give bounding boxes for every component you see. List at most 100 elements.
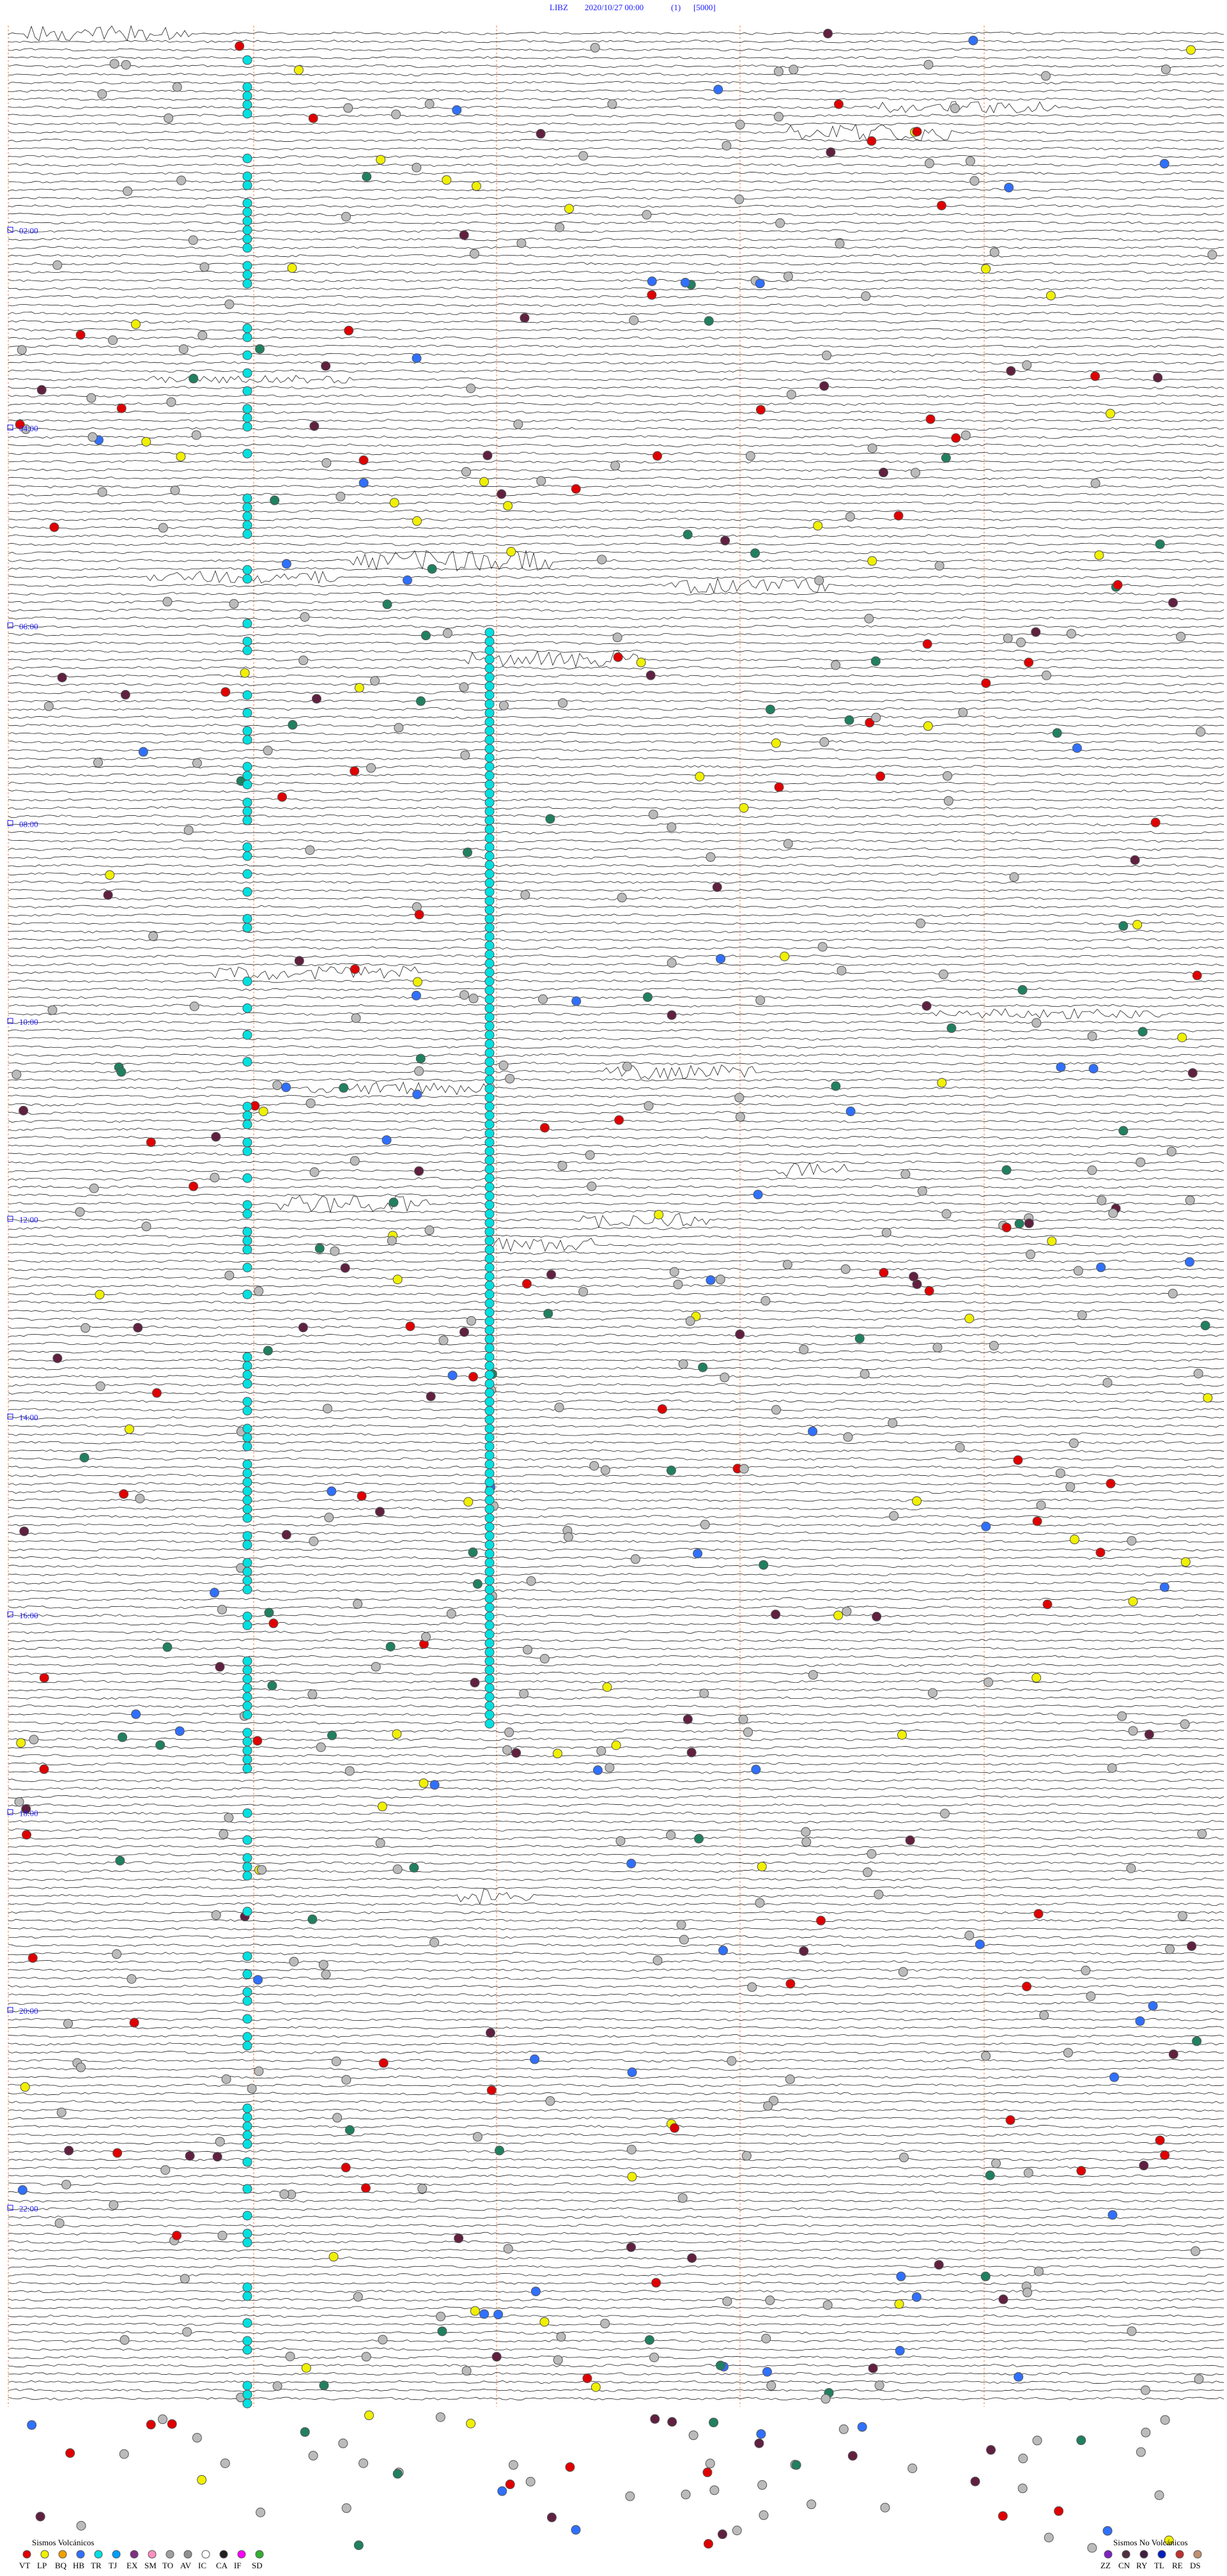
event — [553, 2355, 563, 2365]
event — [822, 29, 833, 39]
event — [1203, 1393, 1213, 1403]
event — [322, 1404, 332, 1414]
trace — [8, 1523, 1224, 1527]
event — [720, 535, 730, 546]
trace — [8, 987, 1224, 992]
event — [438, 1335, 449, 1346]
event — [412, 353, 422, 364]
event — [753, 1190, 763, 1200]
event — [484, 690, 495, 700]
trace — [8, 97, 1224, 101]
event — [305, 845, 315, 855]
event — [1069, 1438, 1079, 1448]
event — [472, 2132, 482, 2142]
event — [112, 2148, 123, 2158]
event — [484, 905, 495, 915]
event — [484, 735, 495, 745]
event — [1036, 1500, 1046, 1510]
trace — [8, 592, 1224, 596]
trace — [8, 188, 1224, 192]
trace — [8, 229, 1224, 233]
event — [1135, 2016, 1145, 2026]
event — [1069, 1535, 1079, 1545]
event — [321, 361, 331, 371]
event — [242, 55, 252, 65]
legend-code: HB — [73, 2561, 84, 2570]
event — [242, 1674, 252, 1684]
event — [484, 878, 495, 888]
trace — [8, 921, 1224, 925]
event — [592, 1765, 603, 1775]
event — [257, 1865, 267, 1875]
event — [1096, 1262, 1106, 1273]
trace — [8, 756, 1224, 760]
event — [242, 413, 252, 423]
event — [1128, 1726, 1138, 1736]
trace — [8, 476, 1224, 480]
event — [484, 1683, 495, 1693]
event — [242, 1754, 252, 1765]
event — [917, 1186, 927, 1196]
event — [412, 1089, 422, 1100]
legend-code: CA — [216, 2561, 228, 2570]
event — [985, 2170, 995, 2181]
event — [374, 1506, 385, 1517]
event — [484, 1200, 495, 1210]
event — [546, 2512, 557, 2522]
hour-label: 16:00 — [19, 1611, 38, 1620]
event — [899, 2152, 909, 2163]
legend-code: DS — [1190, 2561, 1201, 2570]
event — [308, 113, 318, 123]
event — [941, 1209, 952, 1219]
event — [808, 1426, 818, 1436]
trace — [8, 1646, 1224, 1651]
trace — [8, 839, 1224, 843]
trace — [8, 254, 1224, 258]
trace — [8, 954, 1224, 958]
event — [648, 809, 658, 820]
event — [1159, 1582, 1169, 1592]
event — [471, 181, 481, 191]
legend-swatch — [1122, 2550, 1131, 2559]
event — [242, 770, 252, 781]
event — [484, 1361, 495, 1371]
event — [837, 965, 847, 976]
event — [1032, 1516, 1042, 1526]
event — [1097, 1195, 1107, 1206]
event — [81, 1323, 91, 1333]
event — [590, 2382, 601, 2392]
event — [359, 455, 369, 465]
event — [120, 689, 130, 700]
event — [916, 918, 926, 928]
trace — [8, 1061, 1224, 1066]
event — [989, 247, 999, 257]
event — [981, 678, 991, 688]
event — [1136, 2447, 1146, 2457]
event — [123, 186, 133, 196]
event — [336, 491, 346, 502]
event — [211, 1131, 221, 1142]
event — [167, 2419, 177, 2429]
overlays: 02:00 04:00 06:00 08:00 10:00 12:00 14:00 16:00… — [7, 29, 1217, 2570]
event — [484, 1611, 495, 1621]
trace — [8, 2207, 1224, 2211]
hour-label: 06:00 — [19, 622, 38, 631]
event — [371, 1662, 381, 1672]
event — [860, 1369, 870, 1379]
event — [1154, 2490, 1164, 2501]
event — [224, 1270, 235, 1280]
event — [437, 2326, 447, 2336]
trace — [8, 427, 1224, 431]
trace — [8, 1902, 1224, 1906]
event — [421, 1632, 431, 1642]
event — [339, 1083, 349, 1093]
event — [359, 478, 369, 488]
event — [484, 1218, 495, 1228]
hour-label: 08:00 — [19, 819, 38, 829]
event — [1065, 1482, 1076, 1492]
event — [332, 2113, 343, 2123]
event — [392, 2469, 403, 2479]
event — [61, 2179, 72, 2189]
event — [865, 717, 875, 728]
event — [424, 1225, 435, 1236]
